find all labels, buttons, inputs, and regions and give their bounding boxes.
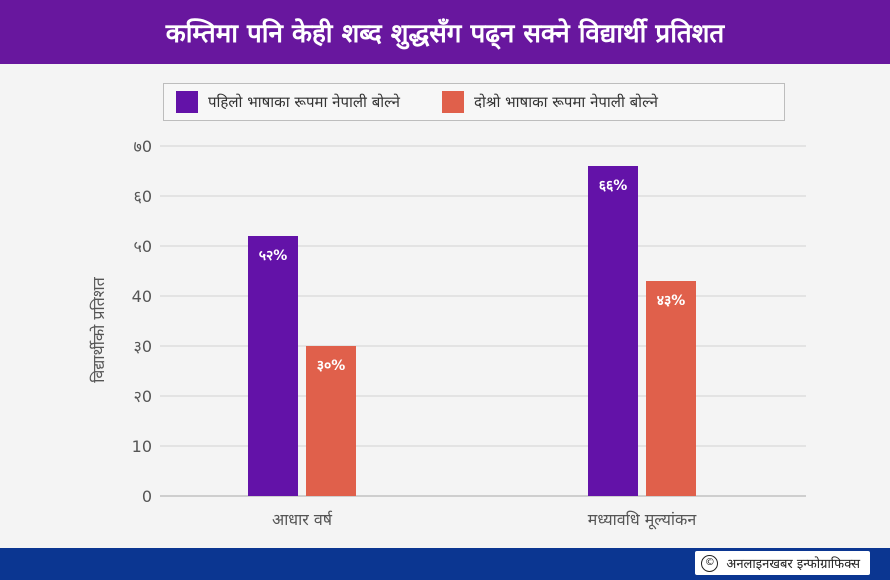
- legend: पहिलो भाषाका रूपमा नेपाली बोल्ने दोश्रो …: [163, 83, 785, 121]
- bar-value-label: ४३%: [657, 293, 686, 309]
- bar: [588, 166, 638, 496]
- chart-title: कम्तिमा पनि केही शब्द शुद्धसँग पढ्न सक्न…: [165, 19, 725, 49]
- legend-item-second-language: दोश्रो भाषाका रूपमा नेपाली बोल्ने: [441, 91, 658, 113]
- y-tick-label: ६0: [134, 187, 153, 206]
- bars: ५२% ३०% ६६% ४३%: [248, 166, 696, 496]
- y-tick-label: 0: [142, 487, 152, 506]
- header-banner: कम्तिमा पनि केही शब्द शुद्धसँग पढ्न सक्न…: [0, 0, 890, 64]
- bar: [306, 346, 356, 496]
- bar: [646, 281, 696, 496]
- copyright-icon: ©: [701, 554, 719, 572]
- bar-value-label: ५२%: [259, 248, 288, 264]
- credit-text: अनलाइनखबर इन्फोग्राफिक्स: [726, 557, 860, 572]
- legend-item-first-language: पहिलो भाषाका रूपमा नेपाली बोल्ने: [176, 91, 400, 113]
- bar-chart: 0 10 २0 ३0 40 ५0 ६0 ७0 विद्यार्थीको प्रतिशत ५२%…: [89, 137, 806, 530]
- y-tick-label: ७0: [134, 137, 153, 156]
- bar-value-label: ३०%: [317, 358, 346, 374]
- legend-swatch-second-language: [441, 91, 464, 113]
- legend-label-second-language: दोश्रो भाषाका रूपमा नेपाली बोल्ने: [473, 93, 658, 111]
- y-tick-label: ३0: [134, 337, 153, 356]
- y-axis-label: विद्यार्थीको प्रतिशत: [89, 276, 108, 382]
- y-tick-label: 40: [132, 287, 152, 306]
- x-axis-ticks: आधार वर्ष मध्यावधि मूल्यांकन: [272, 510, 697, 530]
- bar-value-label: ६६%: [599, 178, 628, 194]
- legend-swatch-first-language: [176, 91, 198, 113]
- y-axis-ticks: 0 10 २0 ३0 40 ५0 ६0 ७0: [132, 137, 152, 506]
- bar: [248, 236, 298, 496]
- y-tick-label: 10: [132, 437, 152, 456]
- x-tick-label: आधार वर्ष: [272, 510, 333, 529]
- y-tick-label: ५0: [134, 237, 153, 256]
- y-tick-label: २0: [134, 387, 153, 406]
- x-tick-label: मध्यावधि मूल्यांकन: [588, 510, 698, 530]
- footer-bar: © अनलाइनखबर इन्फोग्राफिक्स: [0, 548, 890, 580]
- legend-label-first-language: पहिलो भाषाका रूपमा नेपाली बोल्ने: [208, 93, 400, 111]
- credit-badge: © अनलाइनखबर इन्फोग्राफिक्स: [695, 551, 870, 575]
